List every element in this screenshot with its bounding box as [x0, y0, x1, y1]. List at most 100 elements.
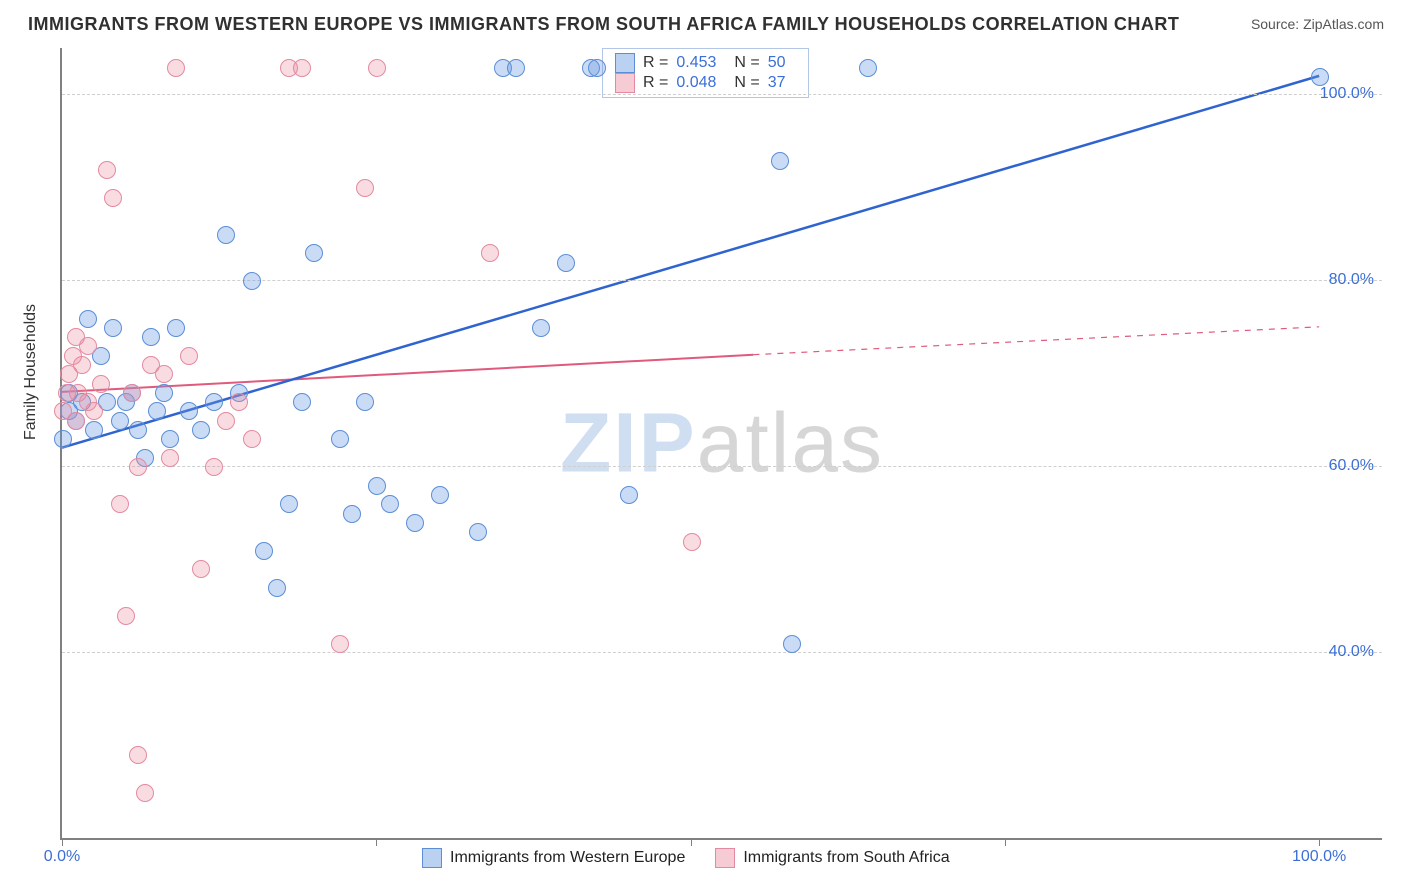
swatch-blue-icon — [422, 848, 442, 868]
x-tick-mark — [1005, 838, 1006, 846]
scatter-point — [192, 421, 210, 439]
x-tick-label: 100.0% — [1292, 848, 1346, 866]
scatter-point — [406, 514, 424, 532]
y-axis-label: Family Households — [22, 304, 40, 440]
chart-title: IMMIGRANTS FROM WESTERN EUROPE VS IMMIGR… — [28, 14, 1179, 35]
scatter-point — [381, 495, 399, 513]
scatter-point — [180, 347, 198, 365]
y-tick-label: 40.0% — [1329, 643, 1374, 661]
n-label: N = — [734, 74, 759, 92]
scatter-plot: ZIPatlas R = 0.453 N = 50 R = 0.048 N = … — [60, 48, 1382, 840]
scatter-point — [180, 402, 198, 420]
scatter-point — [469, 523, 487, 541]
scatter-point — [104, 189, 122, 207]
series-legend: Immigrants from Western Europe Immigrant… — [422, 848, 950, 868]
scatter-point — [230, 393, 248, 411]
scatter-point — [217, 226, 235, 244]
scatter-point — [79, 310, 97, 328]
x-tick-mark — [691, 838, 692, 846]
gridline — [62, 466, 1382, 467]
gridline — [62, 94, 1382, 95]
y-tick-label: 60.0% — [1329, 457, 1374, 475]
scatter-point — [356, 179, 374, 197]
scatter-point — [507, 59, 525, 77]
y-tick-label: 100.0% — [1320, 85, 1374, 103]
scatter-point — [431, 486, 449, 504]
scatter-point — [111, 412, 129, 430]
watermark-rest: atlas — [697, 396, 884, 490]
scatter-point — [54, 430, 72, 448]
scatter-point — [268, 579, 286, 597]
scatter-point — [117, 607, 135, 625]
source-label: Source: ZipAtlas.com — [1251, 16, 1384, 32]
y-tick-label: 80.0% — [1329, 271, 1374, 289]
scatter-point — [771, 152, 789, 170]
legend-label-blue: Immigrants from Western Europe — [450, 849, 685, 867]
scatter-point — [331, 635, 349, 653]
n-value-blue: 50 — [768, 54, 786, 72]
scatter-point — [129, 458, 147, 476]
scatter-point — [293, 59, 311, 77]
stats-legend: R = 0.453 N = 50 R = 0.048 N = 37 — [602, 48, 809, 98]
swatch-blue-icon — [615, 53, 635, 73]
scatter-point — [481, 244, 499, 262]
scatter-point — [343, 505, 361, 523]
scatter-point — [192, 560, 210, 578]
legend-item-blue: Immigrants from Western Europe — [422, 848, 685, 868]
scatter-point — [79, 337, 97, 355]
scatter-point — [356, 393, 374, 411]
x-tick-mark — [62, 838, 63, 846]
scatter-point — [243, 272, 261, 290]
scatter-point — [98, 161, 116, 179]
scatter-point — [161, 449, 179, 467]
scatter-point — [85, 421, 103, 439]
scatter-point — [73, 356, 91, 374]
r-label: R = — [643, 74, 668, 92]
scatter-point — [148, 402, 166, 420]
scatter-point — [104, 319, 122, 337]
scatter-point — [205, 393, 223, 411]
stats-row-pink: R = 0.048 N = 37 — [615, 73, 796, 93]
scatter-point — [557, 254, 575, 272]
r-value-blue: 0.453 — [676, 54, 716, 72]
scatter-point — [368, 59, 386, 77]
x-tick-mark — [376, 838, 377, 846]
gridline — [62, 652, 1382, 653]
n-label: N = — [734, 54, 759, 72]
scatter-point — [859, 59, 877, 77]
scatter-point — [129, 746, 147, 764]
swatch-pink-icon — [715, 848, 735, 868]
scatter-point — [588, 59, 606, 77]
scatter-point — [280, 495, 298, 513]
scatter-point — [111, 495, 129, 513]
scatter-point — [167, 319, 185, 337]
watermark-zip: ZIP — [560, 396, 697, 490]
scatter-point — [205, 458, 223, 476]
swatch-pink-icon — [615, 73, 635, 93]
scatter-point — [167, 59, 185, 77]
scatter-point — [136, 784, 154, 802]
scatter-point — [368, 477, 386, 495]
scatter-point — [217, 412, 235, 430]
scatter-point — [161, 430, 179, 448]
scatter-point — [67, 412, 85, 430]
trend-lines — [62, 48, 1382, 838]
scatter-point — [255, 542, 273, 560]
scatter-point — [1311, 68, 1329, 86]
legend-item-pink: Immigrants from South Africa — [715, 848, 949, 868]
scatter-point — [532, 319, 550, 337]
scatter-point — [92, 375, 110, 393]
scatter-point — [123, 384, 141, 402]
scatter-point — [331, 430, 349, 448]
scatter-point — [129, 421, 147, 439]
watermark: ZIPatlas — [560, 395, 884, 492]
n-value-pink: 37 — [768, 74, 786, 92]
x-tick-mark — [1319, 838, 1320, 846]
x-tick-label: 0.0% — [44, 848, 80, 866]
stats-row-blue: R = 0.453 N = 50 — [615, 53, 796, 73]
scatter-point — [155, 384, 173, 402]
r-value-pink: 0.048 — [676, 74, 716, 92]
scatter-point — [293, 393, 311, 411]
scatter-point — [155, 365, 173, 383]
scatter-point — [85, 402, 103, 420]
